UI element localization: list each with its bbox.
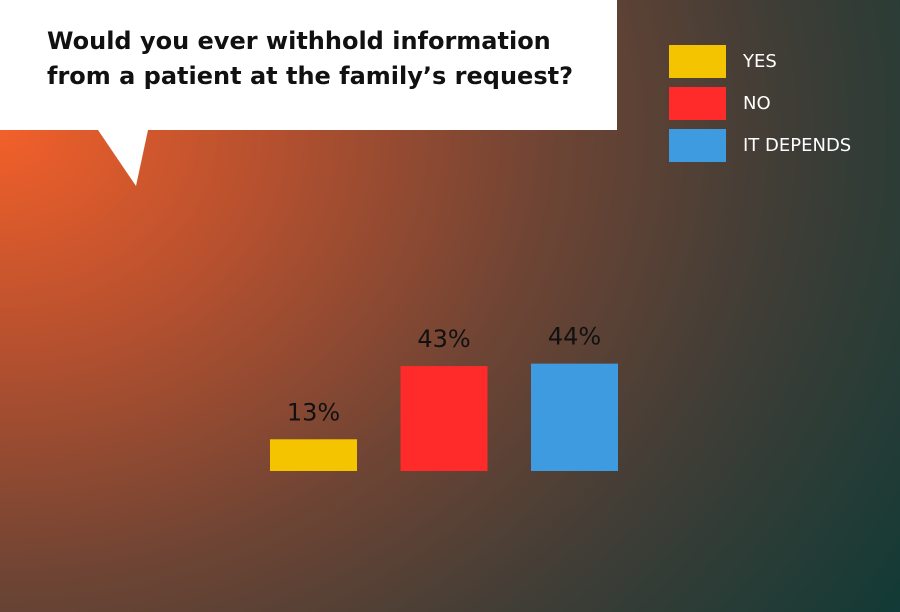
value-label: 13% — [287, 398, 340, 426]
legend-swatch — [669, 45, 726, 78]
legend-label: IT DEPENDS — [743, 135, 851, 156]
legend-label: YES — [742, 51, 777, 72]
chart-title: Would you ever withhold information from… — [47, 27, 573, 90]
bar — [270, 439, 357, 471]
legend-label: NO — [743, 93, 771, 114]
value-label: 44% — [548, 323, 601, 351]
legend-swatch — [669, 87, 726, 120]
bar — [531, 363, 618, 471]
speech-bubble — [0, 0, 617, 186]
legend-swatch — [669, 129, 726, 162]
bar — [400, 366, 488, 471]
value-label: 43% — [417, 325, 470, 353]
